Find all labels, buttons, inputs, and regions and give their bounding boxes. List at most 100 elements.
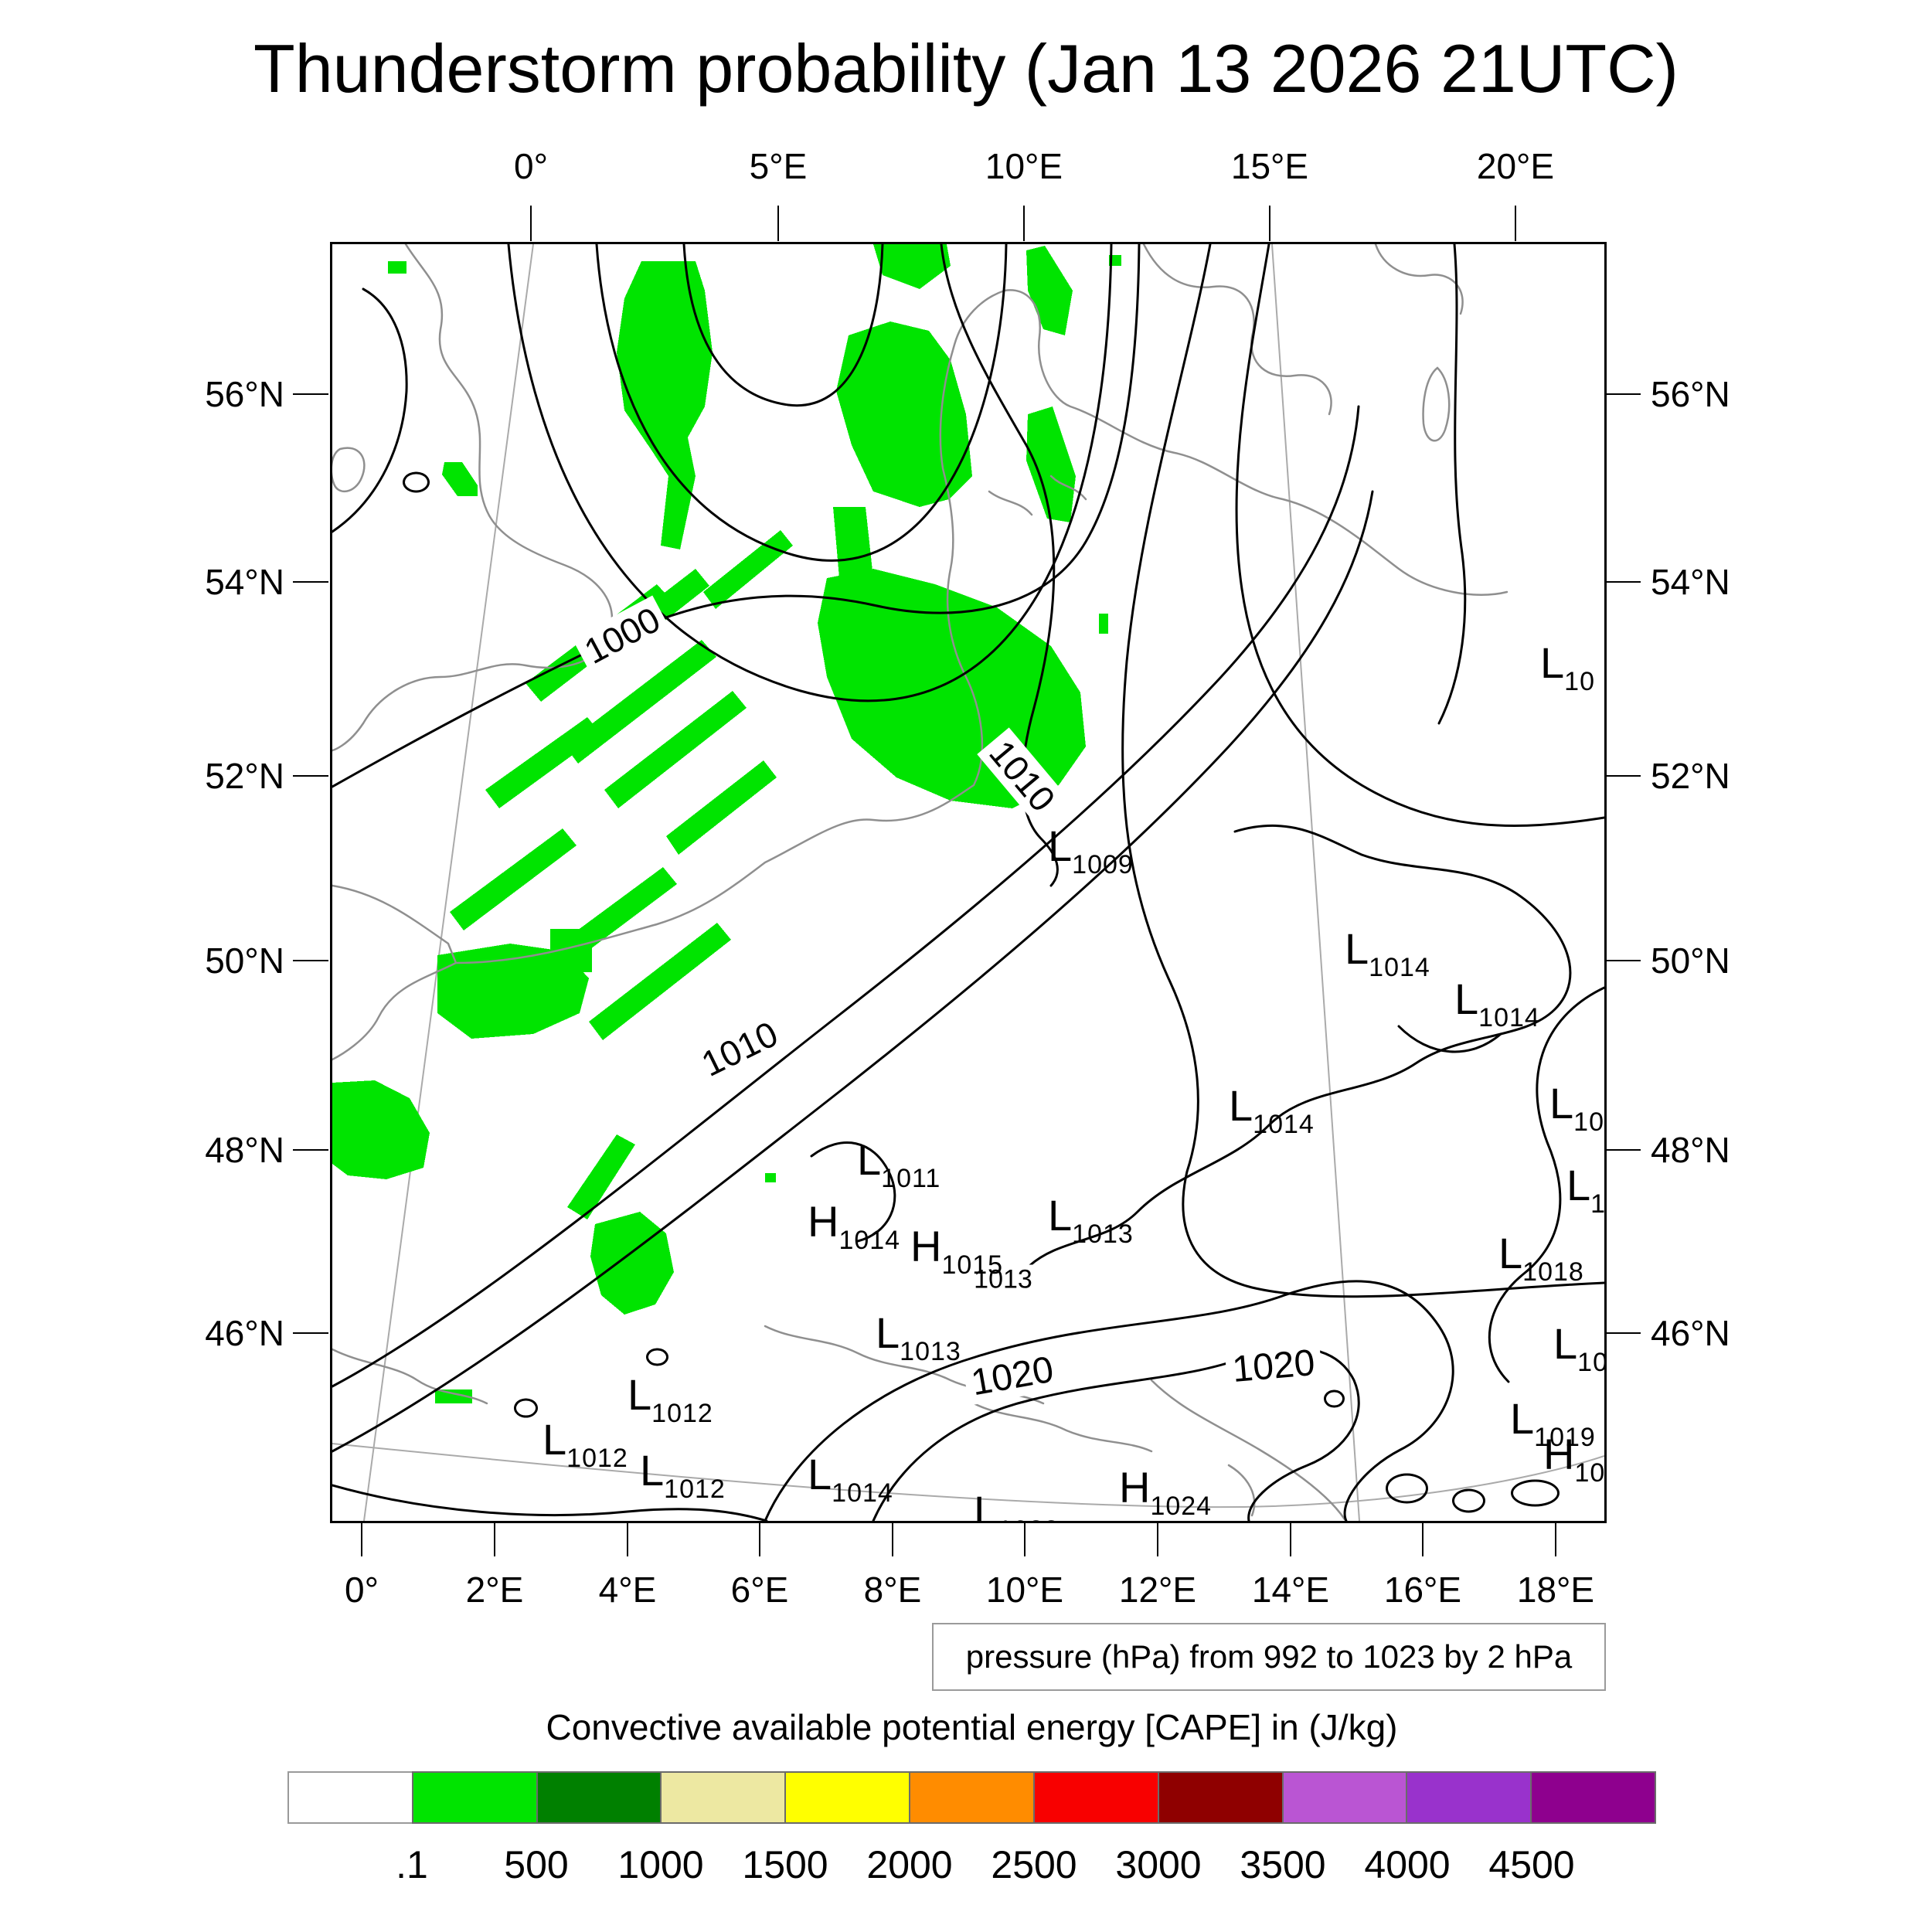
pressure-center-letter: L	[1549, 1079, 1574, 1128]
top-axis-tick	[777, 206, 779, 241]
right-axis-label: 48°N	[1651, 1130, 1730, 1170]
map-graphics	[332, 244, 1604, 1521]
right-axis-label: 50°N	[1651, 940, 1730, 981]
pressure-center-letter: L	[1566, 1161, 1591, 1209]
pressure-center-letter: L	[1454, 975, 1479, 1023]
colorbar-tick-label: 2000	[866, 1843, 953, 1886]
top-axis-tick	[1023, 206, 1025, 241]
pressure-center-letter: H	[910, 1222, 942, 1270]
pressure-caption: pressure (hPa) from 992 to 1023 by 2 hPa	[932, 1623, 1606, 1691]
pressure-center-value: 1024	[1150, 1492, 1213, 1521]
pressure-center-value: 1023	[998, 1515, 1060, 1521]
right-axis-tick	[1605, 581, 1641, 583]
pressure-center-letter: L	[1553, 1319, 1578, 1368]
contour-label-1013: 1013	[968, 1264, 1039, 1295]
colorbar-cell-1	[411, 1771, 538, 1824]
bottom-axis-tick	[892, 1521, 893, 1556]
pressure-center-value: 1019	[1534, 1423, 1596, 1452]
contour-label-1010: 1010	[689, 1009, 791, 1088]
colorbar-tick-label: 1500	[742, 1843, 828, 1886]
bottom-axis-label: 2°E	[465, 1570, 524, 1610]
top-axis-label: 20°E	[1476, 146, 1555, 186]
pressure-center-L1014: L1014	[1229, 1084, 1315, 1140]
pressure-center-L10: L10	[1540, 641, 1595, 697]
isobar-contours	[332, 244, 1604, 1521]
pressure-center-L1013: L1013	[1048, 1194, 1134, 1250]
colorbar-cell-7	[1157, 1771, 1284, 1824]
pressure-center-value: 1012	[651, 1399, 713, 1428]
cape-shading-patches	[332, 244, 1121, 1403]
left-axis-tick	[293, 581, 328, 583]
pressure-center-value: 1012	[566, 1444, 628, 1473]
pressure-center-value: 1018	[1522, 1257, 1584, 1287]
pressure-center-L1012: L1012	[543, 1418, 628, 1474]
bottom-axis-tick	[361, 1521, 362, 1556]
right-axis-tick	[1605, 1149, 1641, 1151]
colorbar-cell-10	[1530, 1771, 1656, 1824]
bottom-axis-tick	[494, 1521, 495, 1556]
page-title: Thunderstorm probability (Jan 13 2026 21…	[253, 30, 1679, 107]
top-axis-label: 0°	[514, 146, 548, 186]
bottom-axis-tick	[1422, 1521, 1423, 1556]
colorbar-cell-8	[1281, 1771, 1408, 1824]
pressure-center-L1019: L1019	[1510, 1397, 1596, 1453]
pressure-center-L1009: L1009	[1048, 825, 1134, 880]
pressure-center-letter: L	[543, 1415, 567, 1464]
colorbar-tick-label: 4500	[1488, 1843, 1575, 1886]
contour-label-1020: 1020	[1224, 1341, 1323, 1392]
top-axis-tick	[1269, 206, 1270, 241]
right-axis-label: 56°N	[1651, 374, 1730, 414]
pressure-center-letter: L	[1048, 821, 1073, 870]
pressure-center-L1012: L1012	[640, 1449, 726, 1505]
bottom-axis-label: 14°E	[1251, 1570, 1330, 1610]
pressure-center-letter: L	[1229, 1081, 1253, 1130]
pressure-center-value: 1014	[1478, 1003, 1540, 1032]
graticule-lines	[332, 244, 1604, 1521]
pressure-center-value: 1014	[838, 1226, 901, 1255]
colorbar-tick-label: 3500	[1240, 1843, 1326, 1886]
bottom-axis-tick	[759, 1521, 760, 1556]
pressure-center-letter: L	[808, 1450, 832, 1498]
contour-label-1000: 1000	[572, 595, 672, 675]
bottom-axis-label: 8°E	[863, 1570, 922, 1610]
left-axis-label: 48°N	[205, 1130, 284, 1170]
bottom-axis-label: 12°E	[1118, 1570, 1197, 1610]
colorbar-cell-0	[287, 1771, 413, 1824]
left-axis-tick	[293, 1332, 328, 1334]
colorbar-tick-label: 4000	[1364, 1843, 1451, 1886]
pressure-center-letter: L	[1345, 924, 1369, 973]
top-axis-label: 15°E	[1230, 146, 1309, 186]
left-axis-tick	[293, 1149, 328, 1151]
colorbar-tick-label: 3000	[1115, 1843, 1202, 1886]
bottom-axis-tick	[627, 1521, 628, 1556]
right-axis-tick	[1605, 775, 1641, 777]
pressure-center-value: 1013	[900, 1337, 961, 1366]
bottom-axis-label: 0°	[345, 1570, 379, 1610]
pressure-center-H1024: H1024	[1119, 1466, 1212, 1522]
pressure-center-value: 10	[1564, 667, 1595, 696]
top-axis-label: 5°E	[749, 146, 808, 186]
left-axis-tick	[293, 775, 328, 777]
pressure-center-letter: L	[974, 1487, 998, 1523]
pressure-center-H1014: H1014	[808, 1200, 900, 1256]
bottom-axis-label: 10°E	[985, 1570, 1064, 1610]
colorbar-cell-9	[1406, 1771, 1532, 1824]
pressure-center-L1012: L1012	[628, 1373, 713, 1429]
map-overlay: L1009 L1014 L1014 L1014 L1011 H1014 H1015 L1013…	[332, 244, 1604, 1521]
pressure-center-value: 1015	[941, 1250, 1004, 1280]
colorbar-tick-label: 2500	[991, 1843, 1077, 1886]
colorbar-tick-label: 1000	[617, 1843, 704, 1886]
left-axis-label: 52°N	[205, 756, 284, 796]
pressure-center-letter: H	[1543, 1430, 1575, 1478]
pressure-center-H1015: H1015	[910, 1225, 1003, 1281]
coastlines	[332, 244, 1509, 1521]
colorbar-title: Convective available potential energy [C…	[546, 1707, 1398, 1747]
pressure-center-L1014: L1014	[1454, 978, 1540, 1033]
left-axis-label: 46°N	[205, 1313, 284, 1353]
pressure-center-H1021: H1021	[1543, 1430, 1604, 1488]
pressure-center-L10: L10	[1549, 1082, 1604, 1138]
colorbar-tick-label: 500	[504, 1843, 569, 1886]
pressure-center-value: 1014	[1253, 1110, 1315, 1139]
top-axis-tick	[1515, 206, 1516, 241]
top-axis-tick	[530, 206, 532, 241]
